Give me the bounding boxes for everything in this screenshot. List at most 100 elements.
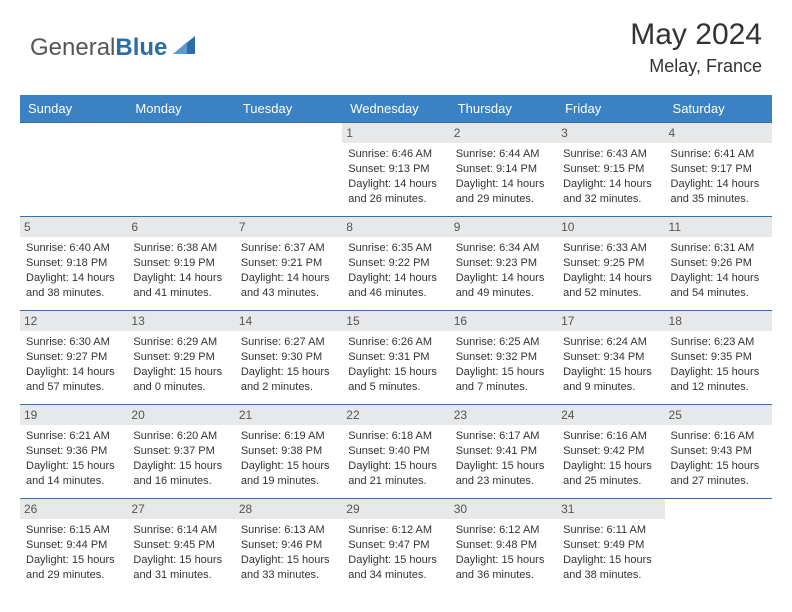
- calendar-cell: 20Sunrise: 6:20 AMSunset: 9:37 PMDayligh…: [127, 405, 234, 499]
- calendar-cell: 23Sunrise: 6:17 AMSunset: 9:41 PMDayligh…: [450, 405, 557, 499]
- sunset-line: Sunset: 9:32 PM: [456, 350, 551, 365]
- sunset-line: Sunset: 9:44 PM: [26, 538, 121, 553]
- calendar-cell: 12Sunrise: 6:30 AMSunset: 9:27 PMDayligh…: [20, 311, 127, 405]
- weekday-header: Tuesday: [235, 95, 342, 123]
- sunset-line: Sunset: 9:37 PM: [133, 444, 228, 459]
- sunset-line: Sunset: 9:29 PM: [133, 350, 228, 365]
- calendar-cell: 25Sunrise: 6:16 AMSunset: 9:43 PMDayligh…: [665, 405, 772, 499]
- sunset-line: Sunset: 9:34 PM: [563, 350, 658, 365]
- calendar-cell: 15Sunrise: 6:26 AMSunset: 9:31 PMDayligh…: [342, 311, 449, 405]
- calendar-cell: 14Sunrise: 6:27 AMSunset: 9:30 PMDayligh…: [235, 311, 342, 405]
- daylight-line: Daylight: 15 hours and 12 minutes.: [671, 365, 766, 395]
- weekday-header: Friday: [557, 95, 664, 123]
- calendar-cell: 17Sunrise: 6:24 AMSunset: 9:34 PMDayligh…: [557, 311, 664, 405]
- calendar-cell: 4Sunrise: 6:41 AMSunset: 9:17 PMDaylight…: [665, 123, 772, 217]
- sunrise-line: Sunrise: 6:24 AM: [563, 335, 658, 350]
- calendar-cell: 8Sunrise: 6:35 AMSunset: 9:22 PMDaylight…: [342, 217, 449, 311]
- calendar-cell: 1Sunrise: 6:46 AMSunset: 9:13 PMDaylight…: [342, 123, 449, 217]
- day-number: 15: [342, 311, 449, 331]
- calendar-cell: 5Sunrise: 6:40 AMSunset: 9:18 PMDaylight…: [20, 217, 127, 311]
- sunset-line: Sunset: 9:22 PM: [348, 256, 443, 271]
- title-block: May 2024 Melay, France: [630, 18, 762, 77]
- calendar-table: SundayMondayTuesdayWednesdayThursdayFrid…: [20, 95, 772, 593]
- sunrise-line: Sunrise: 6:44 AM: [456, 147, 551, 162]
- sunrise-line: Sunrise: 6:26 AM: [348, 335, 443, 350]
- calendar-cell: 30Sunrise: 6:12 AMSunset: 9:48 PMDayligh…: [450, 499, 557, 593]
- calendar-header-row: SundayMondayTuesdayWednesdayThursdayFrid…: [20, 95, 772, 123]
- day-number: 10: [557, 217, 664, 237]
- calendar-cell: 26Sunrise: 6:15 AMSunset: 9:44 PMDayligh…: [20, 499, 127, 593]
- calendar-cell: 28Sunrise: 6:13 AMSunset: 9:46 PMDayligh…: [235, 499, 342, 593]
- header: GeneralBlue May 2024 Melay, France: [0, 0, 792, 85]
- sunrise-line: Sunrise: 6:25 AM: [456, 335, 551, 350]
- calendar-cell: [127, 123, 234, 217]
- day-number: 30: [450, 499, 557, 519]
- day-number: 9: [450, 217, 557, 237]
- daylight-line: Daylight: 15 hours and 23 minutes.: [456, 459, 551, 489]
- weekday-header: Sunday: [20, 95, 127, 123]
- calendar-week-row: 1Sunrise: 6:46 AMSunset: 9:13 PMDaylight…: [20, 123, 772, 217]
- day-number: 2: [450, 123, 557, 143]
- month-title: May 2024: [630, 18, 762, 52]
- daylight-line: Daylight: 15 hours and 36 minutes.: [456, 553, 551, 583]
- daylight-line: Daylight: 14 hours and 57 minutes.: [26, 365, 121, 395]
- sunset-line: Sunset: 9:26 PM: [671, 256, 766, 271]
- calendar-week-row: 12Sunrise: 6:30 AMSunset: 9:27 PMDayligh…: [20, 311, 772, 405]
- sunrise-line: Sunrise: 6:16 AM: [671, 429, 766, 444]
- logo-triangle-icon: [173, 36, 195, 59]
- sunset-line: Sunset: 9:27 PM: [26, 350, 121, 365]
- calendar-cell: [20, 123, 127, 217]
- sunset-line: Sunset: 9:36 PM: [26, 444, 121, 459]
- day-number: 25: [665, 405, 772, 425]
- sunset-line: Sunset: 9:21 PM: [241, 256, 336, 271]
- sunset-line: Sunset: 9:23 PM: [456, 256, 551, 271]
- day-number: 7: [235, 217, 342, 237]
- logo-text: GeneralBlue: [30, 34, 167, 62]
- sunrise-line: Sunrise: 6:40 AM: [26, 241, 121, 256]
- weekday-header: Monday: [127, 95, 234, 123]
- sunrise-line: Sunrise: 6:35 AM: [348, 241, 443, 256]
- calendar-cell: 9Sunrise: 6:34 AMSunset: 9:23 PMDaylight…: [450, 217, 557, 311]
- sunrise-line: Sunrise: 6:46 AM: [348, 147, 443, 162]
- sunset-line: Sunset: 9:45 PM: [133, 538, 228, 553]
- daylight-line: Daylight: 14 hours and 41 minutes.: [133, 271, 228, 301]
- daylight-line: Daylight: 15 hours and 38 minutes.: [563, 553, 658, 583]
- calendar-cell: 11Sunrise: 6:31 AMSunset: 9:26 PMDayligh…: [665, 217, 772, 311]
- location-label: Melay, France: [630, 56, 762, 77]
- sunset-line: Sunset: 9:40 PM: [348, 444, 443, 459]
- daylight-line: Daylight: 14 hours and 52 minutes.: [563, 271, 658, 301]
- sunrise-line: Sunrise: 6:18 AM: [348, 429, 443, 444]
- daylight-line: Daylight: 15 hours and 16 minutes.: [133, 459, 228, 489]
- sunrise-line: Sunrise: 6:15 AM: [26, 523, 121, 538]
- calendar-cell: 21Sunrise: 6:19 AMSunset: 9:38 PMDayligh…: [235, 405, 342, 499]
- daylight-line: Daylight: 15 hours and 14 minutes.: [26, 459, 121, 489]
- calendar-cell: 27Sunrise: 6:14 AMSunset: 9:45 PMDayligh…: [127, 499, 234, 593]
- daylight-line: Daylight: 15 hours and 19 minutes.: [241, 459, 336, 489]
- sunrise-line: Sunrise: 6:41 AM: [671, 147, 766, 162]
- day-number: 27: [127, 499, 234, 519]
- day-number: 11: [665, 217, 772, 237]
- daylight-line: Daylight: 15 hours and 7 minutes.: [456, 365, 551, 395]
- logo-word-blue: Blue: [115, 34, 167, 61]
- daylight-line: Daylight: 14 hours and 49 minutes.: [456, 271, 551, 301]
- daylight-line: Daylight: 14 hours and 29 minutes.: [456, 177, 551, 207]
- daylight-line: Daylight: 15 hours and 25 minutes.: [563, 459, 658, 489]
- day-number: 6: [127, 217, 234, 237]
- day-number: 22: [342, 405, 449, 425]
- sunset-line: Sunset: 9:38 PM: [241, 444, 336, 459]
- day-number: 12: [20, 311, 127, 331]
- sunset-line: Sunset: 9:47 PM: [348, 538, 443, 553]
- calendar-cell: 16Sunrise: 6:25 AMSunset: 9:32 PMDayligh…: [450, 311, 557, 405]
- sunrise-line: Sunrise: 6:37 AM: [241, 241, 336, 256]
- day-number: 28: [235, 499, 342, 519]
- day-number: 4: [665, 123, 772, 143]
- calendar-cell: 13Sunrise: 6:29 AMSunset: 9:29 PMDayligh…: [127, 311, 234, 405]
- sunrise-line: Sunrise: 6:23 AM: [671, 335, 766, 350]
- calendar-cell: 3Sunrise: 6:43 AMSunset: 9:15 PMDaylight…: [557, 123, 664, 217]
- sunrise-line: Sunrise: 6:16 AM: [563, 429, 658, 444]
- sunset-line: Sunset: 9:25 PM: [563, 256, 658, 271]
- sunset-line: Sunset: 9:35 PM: [671, 350, 766, 365]
- sunrise-line: Sunrise: 6:21 AM: [26, 429, 121, 444]
- day-number: 5: [20, 217, 127, 237]
- logo-word-general: General: [30, 34, 115, 61]
